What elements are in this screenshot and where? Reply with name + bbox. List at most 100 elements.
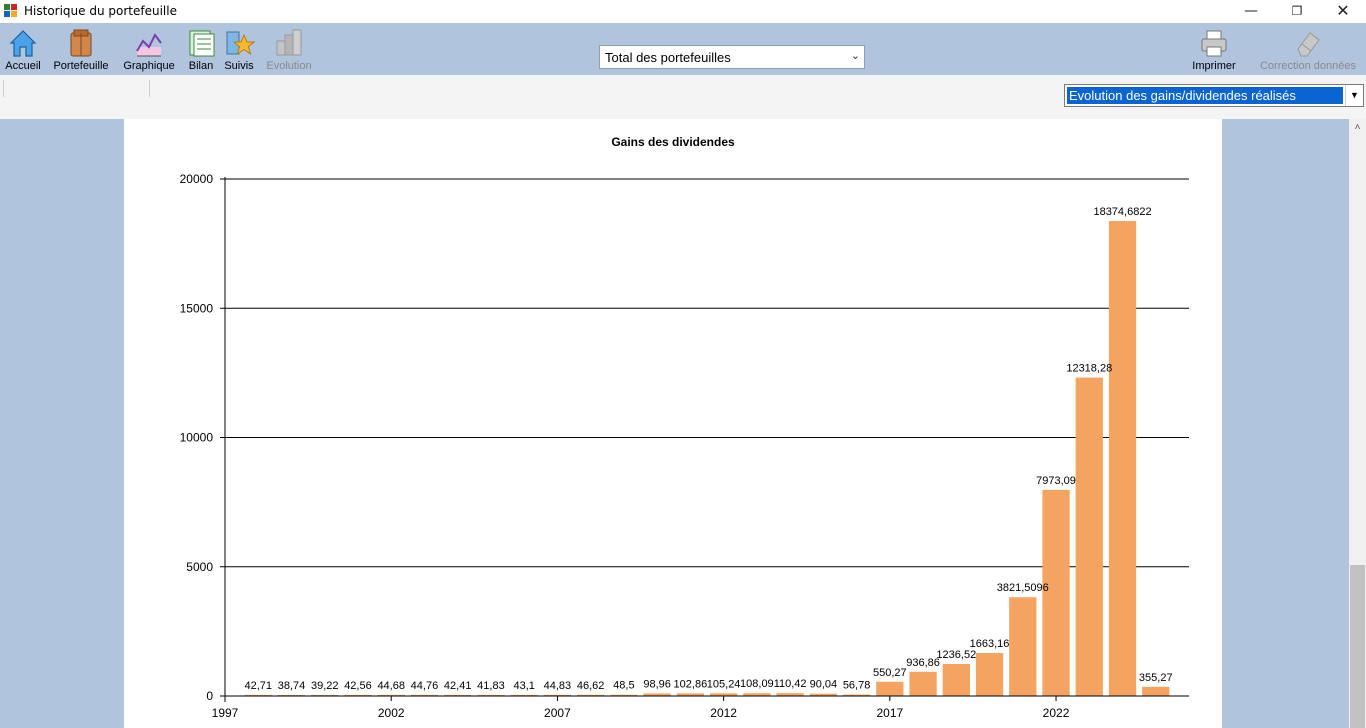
bar bbox=[377, 694, 405, 696]
data-label: 550,27 bbox=[873, 667, 907, 679]
bar bbox=[942, 664, 970, 696]
bar bbox=[277, 694, 306, 696]
bar bbox=[477, 694, 505, 696]
portefeuille-button[interactable]: Portefeuille bbox=[48, 25, 114, 73]
bar bbox=[344, 694, 372, 696]
y-tick-label: 0 bbox=[206, 689, 213, 703]
y-tick-label: 5000 bbox=[186, 560, 213, 574]
data-label: 42,41 bbox=[444, 680, 472, 692]
window-title: Historique du portefeuille bbox=[24, 4, 177, 18]
data-label: 105,24 bbox=[707, 678, 741, 690]
line-chart-icon bbox=[136, 33, 162, 57]
chart-title: Gains des dividendes bbox=[611, 135, 735, 149]
vertical-scrollbar[interactable]: ˄ bbox=[1349, 119, 1366, 728]
chart-area: Gains des dividendes 0 5000 10000 15000 2000… bbox=[0, 119, 1349, 728]
wallet-icon bbox=[70, 29, 92, 57]
x-tick-label: 2007 bbox=[544, 706, 571, 720]
data-label: 90,04 bbox=[810, 679, 838, 691]
data-label: 18374,6822 bbox=[1093, 206, 1151, 218]
bar bbox=[1042, 489, 1070, 696]
app-icon bbox=[4, 4, 18, 18]
bar bbox=[876, 681, 904, 696]
data-label: 110,42 bbox=[774, 678, 807, 690]
data-label: 38,74 bbox=[278, 680, 306, 692]
view-select-value: Evolution des gains/dividendes réalisés bbox=[1067, 87, 1343, 104]
eraser-icon bbox=[1297, 32, 1320, 57]
bar bbox=[1108, 221, 1137, 696]
value-labels: 42,71 38,74 39,22 42,56 44,68 44,76 42,41 41,83… bbox=[244, 206, 1172, 692]
portfolio-select-value: Total des portefeuilles bbox=[605, 50, 731, 65]
bar bbox=[842, 694, 871, 696]
x-tick-label: 2017 bbox=[876, 706, 903, 720]
evolution-icon bbox=[276, 29, 302, 56]
close-button[interactable]: ✕ bbox=[1336, 1, 1350, 20]
y-tick-label: 10000 bbox=[180, 431, 214, 445]
status-strip: Evolution des gains/dividendes réalisés … bbox=[0, 75, 1366, 119]
data-label: 7973,09 bbox=[1036, 475, 1076, 487]
divider bbox=[3, 80, 4, 97]
scroll-up-arrow-icon[interactable]: ˄ bbox=[1354, 122, 1361, 133]
correction-donnees-button[interactable]: Correction données bbox=[1254, 25, 1362, 73]
divider bbox=[149, 80, 150, 97]
x-tick-label: 2022 bbox=[1043, 706, 1070, 720]
data-label: 43,1 bbox=[513, 680, 534, 692]
bar bbox=[610, 694, 638, 696]
data-label: 42,56 bbox=[344, 680, 372, 692]
bar bbox=[975, 653, 1004, 696]
toolbar: Accueil Portefeuille Graphique Bilan bbox=[0, 23, 1366, 75]
star-icon bbox=[226, 31, 255, 56]
x-tick-label: 1997 bbox=[212, 706, 239, 720]
data-label: 44,68 bbox=[377, 680, 405, 692]
data-label: 1663,16 bbox=[970, 638, 1010, 650]
bar bbox=[776, 693, 804, 696]
bar bbox=[510, 694, 538, 696]
data-label: 102,86 bbox=[674, 678, 708, 690]
bar bbox=[1142, 686, 1170, 696]
data-label: 39,22 bbox=[311, 680, 339, 692]
data-label: 108,09 bbox=[740, 678, 774, 690]
data-label: 44,83 bbox=[544, 680, 572, 692]
data-label: 56,78 bbox=[843, 680, 871, 692]
x-tick-label: 2012 bbox=[710, 706, 737, 720]
home-icon bbox=[9, 30, 37, 57]
data-label: 44,76 bbox=[411, 680, 439, 692]
imprimer-button[interactable]: Imprimer bbox=[1186, 25, 1242, 73]
bilan-button[interactable]: Bilan bbox=[184, 25, 218, 73]
dividend-bar-chart: Gains des dividendes 0 5000 10000 15000 2000… bbox=[180, 135, 1189, 720]
bars bbox=[244, 221, 1170, 696]
bar bbox=[809, 693, 837, 696]
bar bbox=[743, 693, 771, 696]
scroll-thumb[interactable] bbox=[1350, 565, 1365, 728]
chevron-down-icon: ⌄ bbox=[850, 50, 860, 62]
view-select[interactable]: Evolution des gains/dividendes réalisés … bbox=[1064, 84, 1364, 107]
restore-button[interactable]: ❐ bbox=[1291, 4, 1303, 18]
bar bbox=[643, 693, 671, 696]
x-tick-label: 2002 bbox=[378, 706, 405, 720]
data-label: 12318,28 bbox=[1066, 363, 1112, 375]
bar bbox=[577, 694, 605, 696]
gridlines bbox=[225, 178, 1189, 568]
bar bbox=[1075, 377, 1103, 696]
chart-panel: Gains des dividendes 0 5000 10000 15000 2000… bbox=[124, 119, 1222, 728]
data-label: 41,83 bbox=[477, 680, 505, 692]
data-label: 936,86 bbox=[906, 657, 940, 669]
ledger-icon bbox=[189, 30, 215, 57]
y-tick-label: 15000 bbox=[180, 301, 214, 315]
y-tick-label: 20000 bbox=[180, 172, 214, 186]
portfolio-select[interactable]: Total des portefeuilles ⌄ bbox=[599, 45, 865, 69]
data-label: 48,5 bbox=[613, 680, 634, 692]
accueil-button[interactable]: Accueil bbox=[2, 25, 44, 73]
data-label: 355,27 bbox=[1139, 672, 1173, 684]
minimize-button[interactable]: — bbox=[1244, 3, 1258, 19]
bar bbox=[543, 694, 572, 696]
bar bbox=[709, 693, 738, 696]
bar bbox=[909, 671, 937, 696]
bar bbox=[244, 694, 272, 696]
bar bbox=[410, 694, 439, 696]
bar bbox=[311, 694, 339, 696]
evolution-button[interactable]: Evolution bbox=[262, 25, 316, 73]
data-label: 46,62 bbox=[577, 680, 605, 692]
suivis-button[interactable]: Suivis bbox=[222, 25, 256, 73]
graphique-button[interactable]: Graphique bbox=[118, 25, 180, 73]
data-label: 42,71 bbox=[244, 680, 272, 692]
